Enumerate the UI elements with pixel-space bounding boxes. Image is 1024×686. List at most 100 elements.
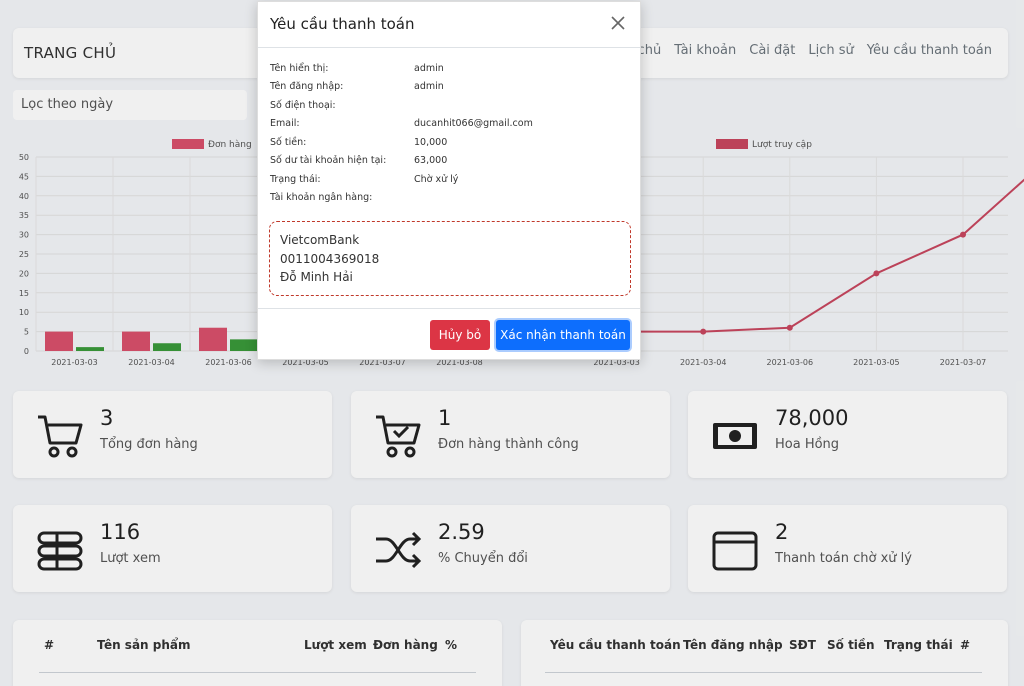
modal-header: Yêu cầu thanh toán — [258, 2, 640, 48]
col-header-username: Tên đăng nhập — [683, 638, 783, 652]
col-header-index: # — [44, 638, 55, 652]
stat-label: Lượt xem — [100, 551, 161, 566]
y-tick-label: 35 — [19, 211, 29, 220]
bar — [199, 327, 227, 351]
data-point — [786, 324, 793, 331]
data-point — [700, 328, 707, 335]
bank-name: VietcomBank — [280, 233, 360, 247]
y-tick-label: 50 — [19, 153, 29, 162]
x-tick-label: 2021-03-03 — [593, 358, 640, 367]
bank-account-holder: Đỗ Minh Hải — [280, 270, 353, 284]
y-tick-label: 0 — [24, 347, 29, 356]
stat-value: 1 — [438, 406, 452, 430]
x-tick-label: 2021-03-04 — [680, 358, 727, 367]
stat-value: 2.59 — [438, 520, 485, 544]
y-tick-label: 45 — [19, 172, 29, 181]
x-tick-label: 2021-03-08 — [436, 358, 483, 367]
col-header-views: Lượt xem — [304, 638, 367, 652]
field-label-amount: Số tiền: — [270, 137, 307, 148]
stat-value: 2 — [775, 520, 789, 544]
date-filter-input[interactable]: Lọc theo ngày — [13, 90, 247, 120]
money-icon — [713, 423, 757, 449]
bar — [76, 347, 104, 351]
x-tick-label: 2021-03-04 — [128, 358, 175, 367]
field-value-username: admin — [414, 81, 444, 92]
stat-card-commission: 78,000 Hoa Hồng — [688, 391, 1007, 478]
bar — [230, 339, 258, 351]
col-header-action: # — [960, 638, 971, 652]
field-value-amount: 10,000 — [414, 137, 448, 148]
data-point — [873, 270, 880, 277]
stat-label: % Chuyển đổi — [438, 551, 528, 566]
field-value-balance: 63,000 — [414, 155, 448, 166]
stat-card-pending-payments: 2 Thanh toán chờ xử lý — [688, 505, 1007, 592]
page-title: TRANG CHỦ — [24, 44, 117, 62]
stat-label: Thanh toán chờ xử lý — [775, 551, 912, 566]
field-label-bank-account: Tài khoản ngân hàng: — [270, 192, 373, 203]
field-value-email: ducanhit066@gmail.com — [414, 118, 533, 129]
wallet-icon — [712, 531, 758, 571]
bar — [122, 331, 150, 351]
field-label-username: Tên đăng nhập: — [270, 81, 344, 92]
col-header-product-name: Tên sản phẩm — [97, 638, 191, 652]
modal-footer-divider — [258, 308, 640, 309]
nav-settings[interactable]: Cài đặt — [749, 43, 796, 58]
payments-table: Yêu cầu thanh toán Tên đăng nhập SĐT Số … — [521, 620, 1008, 686]
stat-value: 116 — [100, 520, 141, 544]
y-tick-label: 25 — [19, 250, 29, 259]
x-tick-label: 2021-03-05 — [282, 358, 329, 367]
bank-account-box: VietcomBank 0011004369018 Đỗ Minh Hải — [269, 221, 631, 296]
x-tick-label: 2021-03-05 — [853, 358, 900, 367]
stat-card-conversion: 2.59 % Chuyển đổi — [351, 505, 670, 592]
nav-history[interactable]: Lịch sử — [808, 43, 854, 58]
stat-value: 78,000 — [775, 406, 849, 430]
server-icon — [37, 531, 83, 571]
col-header-phone: SĐT — [789, 638, 816, 652]
stat-label: Đơn hàng thành công — [438, 437, 579, 452]
cancel-button[interactable]: Hủy bỏ — [430, 320, 490, 350]
cart-check-icon — [376, 415, 421, 458]
y-tick-label: 15 — [19, 289, 29, 298]
payment-request-modal: Yêu cầu thanh toán Tên hiển thị: admin T… — [257, 1, 641, 360]
stat-card-successful-orders: 1 Đơn hàng thành công — [351, 391, 670, 478]
field-label-status: Trạng thái: — [270, 174, 321, 185]
field-value-display-name: admin — [414, 63, 444, 74]
data-point — [960, 231, 966, 238]
field-label-balance: Số dư tài khoản hiện tại: — [270, 155, 387, 166]
legend-label: Đơn hàng — [208, 140, 252, 150]
shuffle-icon — [376, 531, 422, 569]
table-divider — [545, 672, 982, 673]
stat-label: Hoa Hồng — [775, 437, 840, 452]
col-header-payment-request: Yêu cầu thanh toán — [550, 638, 681, 652]
field-value-status: Chờ xử lý — [414, 174, 459, 185]
col-header-orders: Đơn hàng — [373, 638, 438, 652]
x-tick-label: 2021-03-03 — [51, 358, 98, 367]
confirm-payment-button[interactable]: Xác nhận thanh toán — [496, 320, 630, 350]
close-icon[interactable] — [608, 13, 628, 33]
col-header-amount: Số tiền — [827, 638, 875, 652]
col-header-status: Trạng thái — [884, 638, 953, 652]
y-tick-label: 40 — [19, 192, 29, 201]
x-tick-label: 2021-03-06 — [205, 358, 252, 367]
cart-icon — [38, 415, 83, 458]
y-tick-label: 20 — [19, 269, 29, 278]
field-label-display-name: Tên hiển thị: — [270, 63, 329, 74]
bank-account-number: 0011004369018 — [280, 251, 380, 266]
stat-card-total-orders: 3 Tổng đơn hàng — [13, 391, 332, 478]
table-divider — [39, 672, 476, 673]
x-tick-label: 2021-03-07 — [940, 358, 987, 367]
field-label-phone: Số điện thoại: — [270, 100, 336, 111]
legend-swatch — [716, 139, 748, 149]
main-nav: Trang chủ Tài khoản Cài đặt Lịch sử Yêu … — [598, 43, 992, 58]
x-tick-label: 2021-03-07 — [359, 358, 406, 367]
stat-label: Tổng đơn hàng — [100, 437, 198, 452]
nav-account[interactable]: Tài khoản — [674, 43, 737, 58]
field-label-email: Email: — [270, 118, 300, 129]
y-tick-label: 10 — [19, 308, 29, 317]
bar — [45, 331, 73, 351]
legend-label: Lượt truy cập — [752, 140, 812, 150]
nav-payment-requests[interactable]: Yêu cầu thanh toán — [866, 43, 992, 58]
products-table: # Tên sản phẩm Lượt xem Đơn hàng % — [13, 620, 502, 686]
bar — [153, 343, 181, 351]
col-header-percent: % — [445, 638, 458, 652]
